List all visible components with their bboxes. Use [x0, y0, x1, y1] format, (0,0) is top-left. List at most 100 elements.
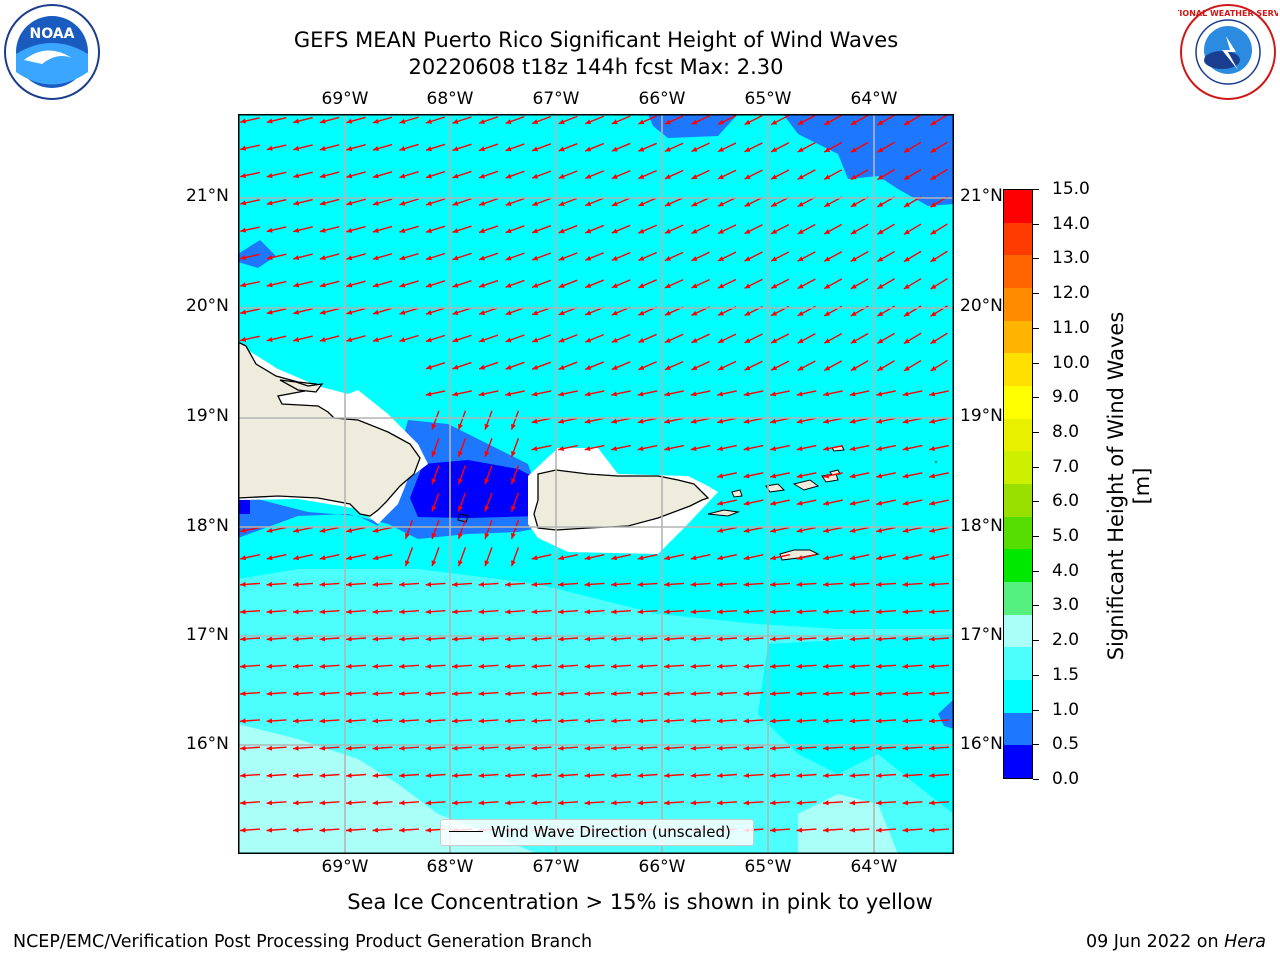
wind-arrow-head	[877, 120, 884, 126]
nws-logo-text: NATIONAL WEATHER SERVICE	[1178, 9, 1278, 18]
wind-arrow-head	[531, 691, 538, 697]
wind-arrow-head	[664, 663, 670, 669]
wind-arrow-head	[690, 691, 697, 697]
wind-arrow-head	[319, 609, 326, 615]
wind-arrow-head	[505, 609, 511, 615]
colorbar-tick-label: 15.0	[1052, 179, 1090, 199]
wave-field-05-1-e	[938, 699, 954, 729]
wind-arrow-head	[479, 200, 486, 206]
wind-arrow-head	[691, 174, 698, 179]
wind-arrow-head	[399, 173, 406, 179]
wind-arrow-head	[585, 337, 592, 343]
wind-arrow-head	[558, 800, 564, 806]
wind-arrow-head	[876, 581, 882, 587]
wind-arrow-head	[743, 663, 750, 669]
lon-label-bottom-1: 69°W	[321, 857, 369, 877]
wind-arrow-head	[293, 772, 299, 779]
lon-label-top-1: 69°W	[321, 89, 369, 109]
wind-arrow-head	[532, 255, 539, 261]
wind-arrow-head	[770, 745, 776, 751]
wind-arrow-head	[266, 636, 273, 642]
wind-arrow-head	[611, 228, 618, 234]
wind-arrow-head	[771, 147, 778, 152]
wind-arrow-head	[877, 174, 884, 180]
wind-arrow-head	[850, 311, 857, 317]
wind-arrow-head	[823, 418, 830, 424]
wind-arrow-head	[266, 255, 273, 261]
land-st-croix	[779, 549, 820, 561]
footer-date: 09 Jun 2022 on Hera	[1086, 932, 1266, 952]
wind-arrow-head	[558, 173, 565, 179]
wind-arrow-head	[902, 691, 909, 697]
wind-arrow-head	[319, 527, 326, 533]
wind-arrow-head	[824, 229, 831, 234]
wind-arrow-head	[664, 283, 671, 288]
wind-arrow-head	[637, 772, 644, 779]
colorbar-segment	[1004, 418, 1032, 452]
wind-arrow-head	[771, 365, 778, 371]
wind-arrow-head	[479, 119, 486, 124]
wind-arrow-head	[717, 555, 724, 561]
wind-arrow-head	[902, 636, 909, 642]
wind-arrow-head	[611, 609, 617, 615]
wind-arrow-head	[346, 745, 352, 751]
wind-arrow-head	[743, 609, 750, 615]
lat-label-left-4: 18°N	[186, 516, 229, 536]
wind-arrow-head	[823, 772, 829, 779]
wind-arrow-head	[797, 201, 804, 207]
wind-arrow-head	[744, 338, 751, 343]
wind-arrow-head	[240, 336, 247, 342]
wind-arrow-head	[717, 256, 724, 261]
wind-arrow-head	[372, 827, 379, 833]
wind-arrow-head	[638, 146, 645, 152]
wind-arrow-head	[744, 365, 751, 371]
wind-arrow-head	[930, 229, 937, 235]
wind-arrow-head	[372, 581, 379, 587]
wind-arrow-head	[876, 473, 883, 479]
wind-arrow-head	[930, 147, 937, 153]
wind-arrow-head	[849, 718, 856, 724]
wind-arrow-head	[558, 745, 564, 751]
wind-arrow-head	[664, 446, 671, 452]
colorbar-tick-label: 11.0	[1052, 317, 1090, 338]
wind-arrow-head	[479, 228, 486, 234]
wind-arrow-head	[346, 555, 353, 561]
wind-arrow-head	[240, 800, 246, 806]
wind-arrow-head	[664, 146, 671, 152]
lat-label-left-5: 17°N	[186, 625, 229, 645]
noaa-logo-text: NOAA	[30, 26, 75, 42]
wind-arrow-head	[240, 663, 246, 669]
wind-arrow-head	[319, 337, 326, 343]
wind-arrow-head	[744, 201, 751, 207]
map-panel	[238, 114, 954, 854]
colorbar-tick-mark	[1033, 362, 1039, 364]
wind-arrow-head	[717, 338, 724, 343]
wind-arrow-head	[584, 446, 591, 452]
wind-arrow-head	[584, 581, 591, 587]
wind-arrow-head	[849, 581, 856, 587]
wind-arrow-head	[531, 718, 538, 724]
wind-arrow-head	[770, 772, 776, 779]
wind-arrow-head	[240, 691, 246, 697]
colorbar-segment	[1004, 516, 1032, 550]
wind-arrow-head	[585, 146, 592, 152]
wind-arrow-head	[558, 119, 565, 125]
lat-label-right-1: 21°N	[960, 186, 1003, 206]
wind-arrow-head	[850, 120, 857, 125]
wind-arrow-head	[479, 364, 486, 370]
wind-arrow-head	[902, 418, 909, 424]
wind-arrow-head	[293, 745, 299, 751]
wind-arrow-head	[240, 581, 246, 587]
wind-arrow-head	[266, 173, 273, 179]
wind-arrow-head	[505, 173, 512, 179]
wind-arrow-head	[796, 827, 803, 833]
colorbar-segment	[1004, 679, 1032, 713]
wind-arrow-head	[532, 228, 539, 234]
wind-arrow-head	[293, 118, 300, 124]
wind-arrow-head	[902, 581, 909, 587]
wind-arrow-head	[876, 527, 883, 533]
wind-arrow-head	[824, 338, 831, 344]
wind-arrow-head	[717, 119, 724, 125]
wind-arrow-head	[611, 555, 618, 561]
colorbar-tick-mark	[1033, 709, 1039, 711]
